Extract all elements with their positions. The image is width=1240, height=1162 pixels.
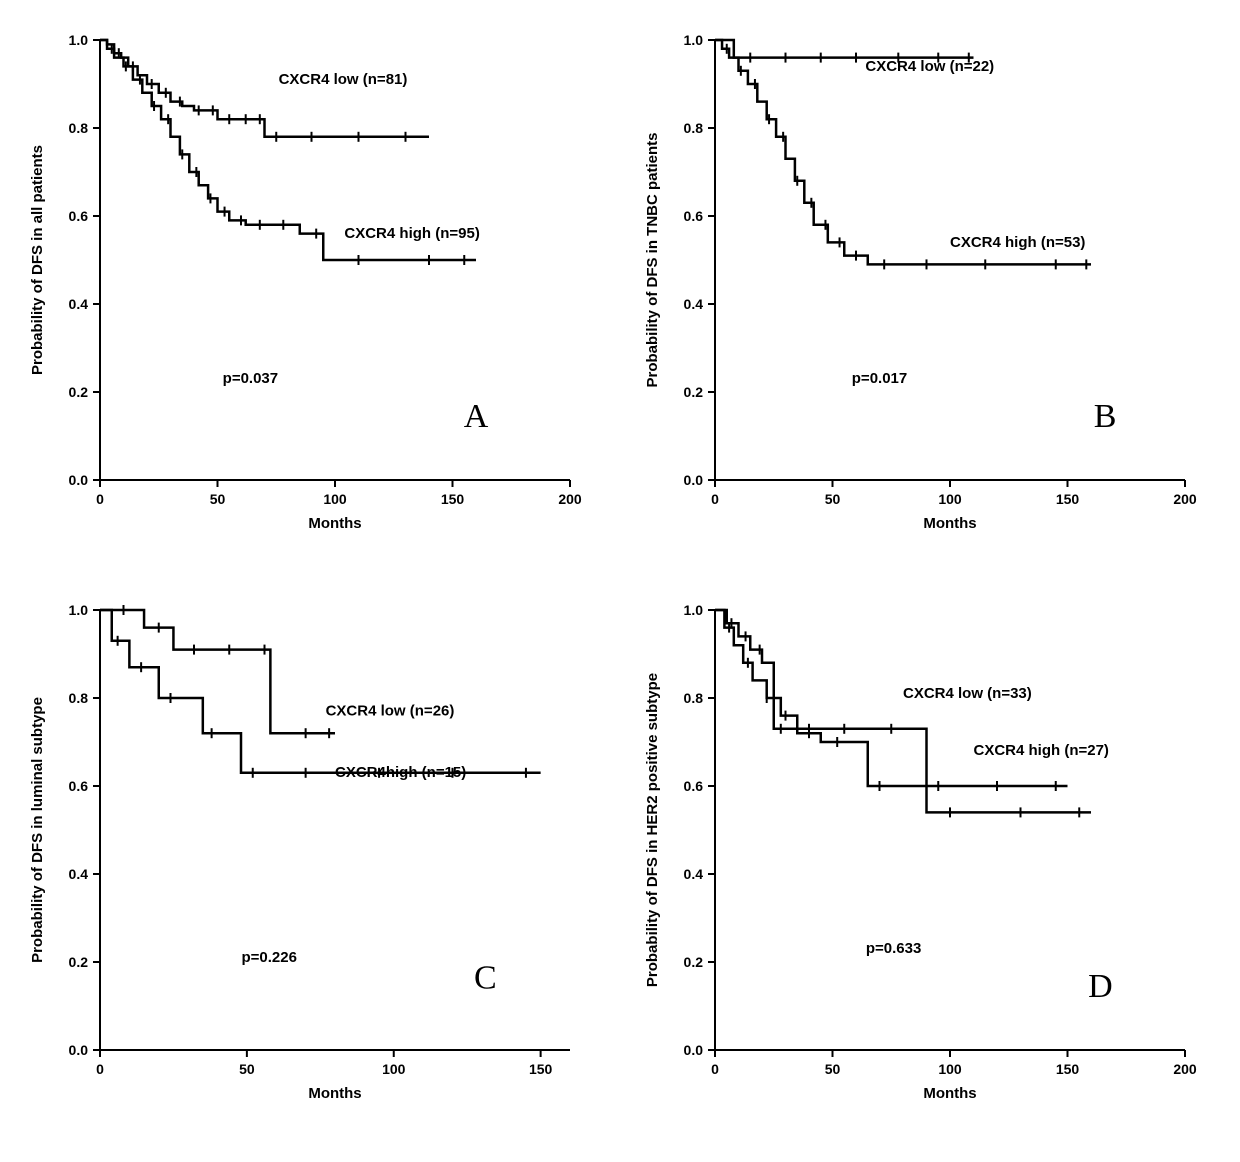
ytick-label: 0.2: [69, 954, 89, 970]
xtick-label: 0: [711, 1061, 719, 1077]
axes: 0.0 0.2 0.4 0.6 0.8 1.0 0 50 100 150 200: [69, 32, 582, 507]
ytick-label: 1.0: [69, 602, 89, 618]
xtick-label: 50: [210, 491, 226, 507]
y-axis-title: Probability of DFS in all patients: [29, 145, 46, 375]
x-axis-title: Months: [308, 515, 361, 532]
panel-a: 0.0 0.2 0.4 0.6 0.8 1.0 0 50 100 150 200 Probabilit…: [20, 20, 605, 560]
ytick-label: 0.4: [69, 866, 89, 882]
xtick-label: 0: [96, 491, 104, 507]
y-axis-title: Probability of DFS in HER2 positive subt…: [644, 673, 661, 987]
km-curve: CXCR4high (n=15): [100, 610, 541, 781]
x-axis-title: Months: [923, 1085, 976, 1102]
xtick-label: 50: [825, 1061, 841, 1077]
curve-label: CXCR4high (n=15): [335, 764, 466, 781]
curve-label: CXCR4 low (n=81): [279, 71, 408, 88]
ytick-label: 0.0: [684, 1042, 704, 1058]
curve-label: CXCR4 low (n=33): [903, 685, 1032, 702]
xtick-label: 150: [1056, 1061, 1080, 1077]
ytick-label: 0.0: [69, 1042, 89, 1058]
ytick-label: 0.8: [69, 120, 89, 136]
xtick-label: 150: [441, 491, 465, 507]
xtick-label: 50: [239, 1061, 255, 1077]
ytick-label: 0.4: [684, 866, 704, 882]
y-axis-title: Probability of DFS in TNBC patients: [644, 132, 661, 387]
curve-label: CXCR4 high (n=95): [344, 225, 479, 242]
x-axis-title: Months: [923, 515, 976, 532]
ytick-label: 0.8: [684, 690, 704, 706]
xtick-label: 150: [529, 1061, 553, 1077]
xtick-label: 100: [382, 1061, 406, 1077]
x-axis-title: Months: [308, 1085, 361, 1102]
ytick-label: 0.0: [69, 472, 89, 488]
xtick-label: 0: [96, 1061, 104, 1077]
xtick-label: 150: [1056, 491, 1080, 507]
panel-c: 0.0 0.2 0.4 0.6 0.8 1.0 0 50 100 150 Probability o…: [20, 590, 605, 1130]
xtick-label: 50: [825, 491, 841, 507]
ytick-label: 1.0: [684, 32, 704, 48]
ytick-label: 0.0: [684, 472, 704, 488]
panel-letter: A: [464, 398, 489, 435]
axes: 0.0 0.2 0.4 0.6 0.8 1.0 0 50 100 150 200: [684, 602, 1197, 1077]
axes: 0.0 0.2 0.4 0.6 0.8 1.0 0 50 100 150 200: [684, 32, 1197, 507]
xtick-label: 100: [938, 491, 962, 507]
xtick-label: 0: [711, 491, 719, 507]
panel-letter: B: [1094, 398, 1117, 435]
ytick-label: 0.2: [684, 384, 704, 400]
xtick-label: 200: [1173, 491, 1197, 507]
km-curve: CXCR4 low (n=26): [100, 605, 454, 738]
p-value: p=0.226: [241, 949, 296, 966]
ytick-label: 0.6: [684, 208, 704, 224]
xtick-label: 200: [1173, 1061, 1197, 1077]
ytick-label: 0.4: [684, 296, 704, 312]
panel-letter: C: [474, 959, 497, 996]
ytick-label: 0.2: [69, 384, 89, 400]
ytick-label: 0.2: [684, 954, 704, 970]
xtick-label: 100: [323, 491, 347, 507]
axes: 0.0 0.2 0.4 0.6 0.8 1.0 0 50 100 150: [69, 602, 570, 1077]
curve-label: CXCR4 high (n=53): [950, 234, 1085, 251]
ytick-label: 0.8: [684, 120, 704, 136]
ytick-label: 0.8: [69, 690, 89, 706]
ytick-label: 0.6: [69, 778, 89, 794]
ytick-label: 0.6: [69, 208, 89, 224]
panel-b: 0.0 0.2 0.4 0.6 0.8 1.0 0 50 100 150 200 Probabilit…: [635, 20, 1220, 560]
ytick-label: 1.0: [684, 602, 704, 618]
km-chart: 0.0 0.2 0.4 0.6 0.8 1.0 0 50 100 150 200 Probabilit…: [635, 20, 1215, 560]
p-value: p=0.017: [852, 370, 907, 387]
xtick-label: 200: [558, 491, 582, 507]
ytick-label: 0.4: [69, 296, 89, 312]
ytick-label: 0.6: [684, 778, 704, 794]
km-curve: CXCR4 low (n=22): [715, 40, 994, 75]
panel-d: 0.0 0.2 0.4 0.6 0.8 1.0 0 50 100 150 200 Probabilit…: [635, 590, 1220, 1130]
km-curve: CXCR4 low (n=81): [100, 40, 429, 142]
ytick-label: 1.0: [69, 32, 89, 48]
xtick-label: 100: [938, 1061, 962, 1077]
p-value: p=0.037: [223, 370, 278, 387]
curve-label: CXCR4 low (n=26): [326, 703, 455, 720]
curve-label: CXCR4 low (n=22): [865, 58, 994, 75]
y-axis-title: Probability of DFS in luminal subtype: [29, 697, 46, 963]
km-chart: 0.0 0.2 0.4 0.6 0.8 1.0 0 50 100 150 200 Probabilit…: [635, 590, 1215, 1130]
p-value: p=0.633: [866, 940, 921, 957]
panel-letter: D: [1088, 968, 1113, 1005]
km-chart: 0.0 0.2 0.4 0.6 0.8 1.0 0 50 100 150 Probability o…: [20, 590, 600, 1130]
km-chart: 0.0 0.2 0.4 0.6 0.8 1.0 0 50 100 150 200 Probabilit…: [20, 20, 600, 560]
curve-label: CXCR4 high (n=27): [974, 742, 1109, 759]
